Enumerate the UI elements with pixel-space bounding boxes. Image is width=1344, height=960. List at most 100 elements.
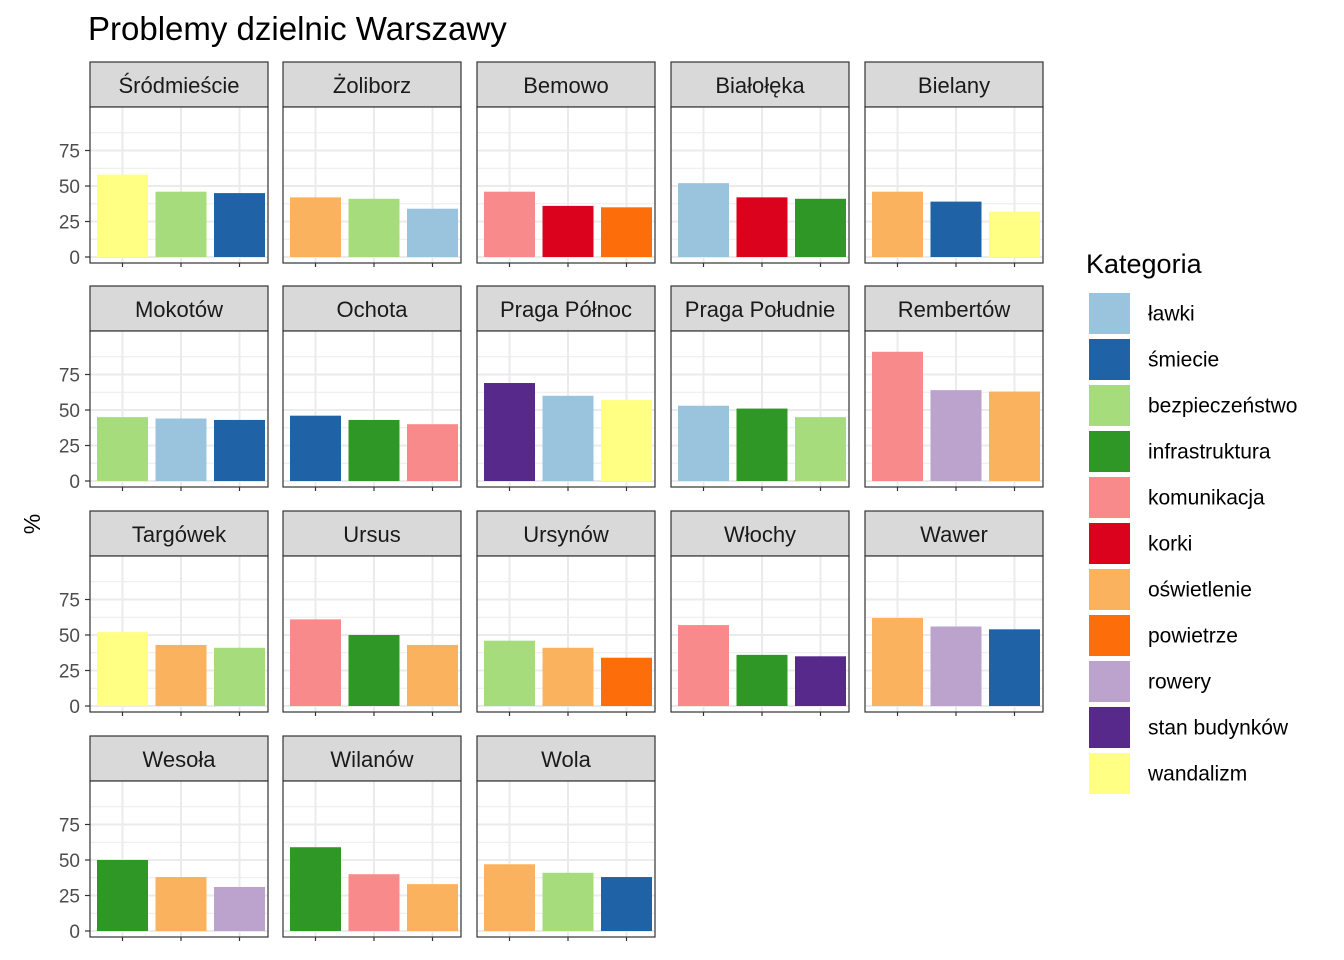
strip-bielany — [864, 61, 1044, 108]
y-tick-label: 0 — [69, 697, 80, 718]
strip-wlochy — [670, 510, 850, 557]
panel-border-wola — [476, 780, 656, 938]
bar-wesola-oswietlenie — [155, 877, 207, 931]
bar-rembertow-oswietlenie — [989, 391, 1040, 481]
panel-bemowo: Bemowo — [476, 61, 656, 267]
strip-label-rembertow: Rembertów — [898, 297, 1011, 322]
bar-praga-polnoc-wandalizm — [601, 400, 652, 481]
y-tick-label: 75 — [59, 591, 80, 612]
panel-border-mokotow — [89, 330, 269, 488]
bar-zoliborz-bezpieczenstwo — [348, 198, 400, 257]
panel-border-ochota — [282, 330, 462, 488]
panel-border-bemowo — [476, 106, 656, 264]
bar-wilanow-infrastruktura — [290, 847, 341, 931]
bar-bialoleka-lawki — [678, 183, 729, 257]
panel-border-wilanow — [282, 780, 462, 938]
bar-ochota-komunikacja — [407, 424, 458, 481]
strip-label-srodmiescie: Śródmieście — [118, 73, 239, 98]
legend-key-powietrze — [1089, 615, 1130, 656]
bar-ursynow-bezpieczenstwo — [484, 640, 535, 706]
legend-title: Kategoria — [1086, 249, 1203, 279]
bar-mokotow-smiecie — [214, 419, 265, 481]
legend-item-wandalizm: wandalizm — [1089, 753, 1247, 794]
legend-label-stan-budynkow: stan budynków — [1148, 717, 1289, 740]
bar-bielany-wandalizm — [989, 211, 1040, 257]
strip-label-praga-poludnie: Praga Południe — [685, 297, 835, 322]
panel-ochota: Ochota — [282, 285, 462, 491]
bar-wola-bezpieczenstwo — [542, 872, 594, 931]
legend-item-oswietlenie: oświetlenie — [1089, 569, 1252, 610]
strip-wawer — [864, 510, 1044, 557]
legend-label-rowery: rowery — [1148, 671, 1212, 694]
panel-wola: Wola — [476, 735, 656, 941]
bar-wesola-infrastruktura — [97, 860, 148, 931]
strip-label-ursynow: Ursynów — [523, 522, 609, 547]
panel-wilanow: Wilanów — [282, 735, 462, 941]
legend-key-rowery — [1089, 661, 1130, 702]
panel-bialoleka: Białołęka — [670, 61, 850, 267]
legend-items: ławki śmiecie bezpieczeństwo infrastruktura… — [1089, 293, 1297, 794]
bar-zoliborz-oswietlenie — [290, 197, 341, 257]
legend-key-smiecie — [1089, 339, 1130, 380]
legend-label-infrastruktura: infrastruktura — [1148, 441, 1271, 464]
strip-label-mokotow: Mokotów — [135, 297, 223, 322]
legend-label-oswietlenie: oświetlenie — [1148, 579, 1252, 602]
bar-srodmiescie-smiecie — [214, 193, 265, 257]
panel-mokotow: Mokotów 0 25 50 75 — [59, 285, 269, 493]
strip-wola — [476, 735, 656, 782]
legend-key-komunikacja — [1089, 477, 1130, 518]
strip-label-praga-polnoc: Praga Północ — [500, 297, 632, 322]
y-tick-label: 50 — [59, 177, 80, 198]
legend-item-lawki: ławki — [1089, 293, 1195, 334]
strip-bemowo — [476, 61, 656, 108]
legend-key-korki — [1089, 523, 1130, 564]
bar-wola-smiecie — [601, 877, 652, 931]
strip-zoliborz — [282, 61, 462, 108]
panel-praga-poludnie: Praga Południe — [670, 285, 850, 491]
legend-item-bezpieczenstwo: bezpieczeństwo — [1089, 385, 1297, 426]
bar-ursus-infrastruktura — [348, 635, 400, 706]
legend-item-stan-budynkow: stan budynków — [1089, 707, 1289, 748]
bar-praga-polnoc-lawki — [542, 395, 594, 481]
panel-border-praga-polnoc — [476, 330, 656, 488]
panel-zoliborz: Żoliborz — [282, 61, 462, 267]
strip-ursus — [282, 510, 462, 557]
strip-mokotow — [89, 285, 269, 332]
strip-label-bemowo: Bemowo — [523, 73, 609, 98]
bar-rembertow-rowery — [930, 390, 982, 481]
bar-bialoleka-korki — [736, 197, 788, 257]
bar-wlochy-komunikacja — [678, 625, 729, 706]
legend-key-lawki — [1089, 293, 1130, 334]
bar-praga-polnoc-stan-budynkow — [484, 383, 535, 481]
panel-praga-polnoc: Praga Północ — [476, 285, 656, 491]
bar-ursynow-powietrze — [601, 657, 652, 706]
strip-wilanow — [282, 735, 462, 782]
bar-wola-oswietlenie — [484, 864, 535, 931]
bar-praga-poludnie-infrastruktura — [736, 408, 788, 481]
y-tick-label: 50 — [59, 851, 80, 872]
bar-srodmiescie-wandalizm — [97, 174, 148, 257]
panel-ursus: Ursus — [282, 510, 462, 716]
bar-wilanow-oswietlenie — [407, 884, 458, 931]
strip-label-wilanow: Wilanów — [330, 747, 413, 772]
strip-label-wola: Wola — [541, 747, 591, 772]
bar-bemowo-korki — [542, 205, 594, 257]
y-tick-label: 25 — [59, 662, 80, 683]
legend-item-korki: korki — [1089, 523, 1192, 564]
legend-key-wandalizm — [1089, 753, 1130, 794]
panel-border-srodmiescie — [89, 106, 269, 264]
panel-wawer: Wawer — [864, 510, 1044, 716]
bar-wilanow-komunikacja — [348, 874, 400, 931]
bar-zoliborz-lawki — [407, 208, 458, 257]
bar-ursynow-oswietlenie — [542, 647, 594, 706]
bar-bialoleka-infrastruktura — [795, 198, 846, 257]
bar-praga-poludnie-bezpieczenstwo — [795, 417, 846, 481]
panel-border-bielany — [864, 106, 1044, 264]
bar-wlochy-stan-budynkow — [795, 656, 846, 706]
panel-border-ursus — [282, 555, 462, 713]
strip-praga-poludnie — [670, 285, 850, 332]
y-tick-label: 0 — [69, 922, 80, 943]
bar-wawer-smiecie — [989, 629, 1040, 706]
y-axis-label: % — [19, 514, 45, 534]
bar-wawer-rowery — [930, 626, 982, 706]
